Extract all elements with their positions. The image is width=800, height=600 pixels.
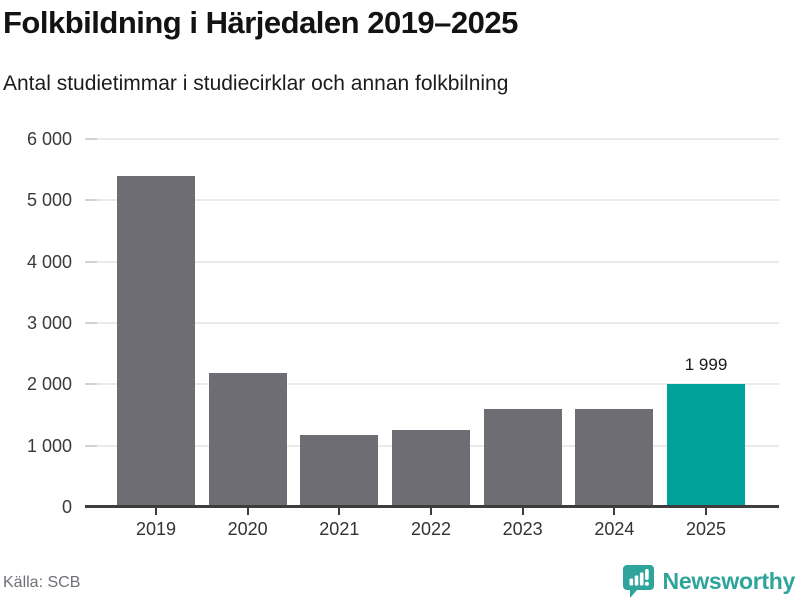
gridline-4000: [97, 260, 779, 263]
gridline-6000: [97, 138, 779, 140]
y-axis-tick-label: 6 000: [26, 129, 72, 149]
y-axis-tick-1000: [85, 444, 97, 447]
data-label-2025: 1 999: [684, 355, 728, 375]
y-axis-tick-3000: [85, 322, 97, 324]
newsworthy-logo[interactable]: Newsworthy: [622, 564, 795, 599]
newsworthy-speech-bubble-barchart-icon: [622, 564, 655, 599]
x-axis-tick-2021: [338, 507, 341, 515]
x-tick-label-2022: 2022: [410, 519, 452, 539]
bar-2024: [575, 408, 654, 507]
bar-2019: [117, 175, 195, 507]
newsworthy-wordmark: Newsworthy: [662, 568, 796, 594]
bar-2023: [483, 408, 562, 507]
gridline-3000: [97, 322, 779, 324]
y-axis-tick-label: 1 000: [26, 435, 72, 456]
bar-2022: [392, 429, 470, 507]
chart-subtitle: Antal studietimmar i studiecirklar och a…: [3, 72, 509, 95]
x-axis-tick-2019: [155, 507, 157, 515]
x-tick-label-2024: 2024: [594, 519, 635, 539]
x-axis-tick-2023: [521, 507, 524, 515]
y-axis-tick-4000: [85, 260, 97, 263]
x-tick-label-2020: 2020: [227, 519, 268, 539]
bar-2025: [667, 384, 746, 507]
source-label: Källa: SCB: [3, 574, 81, 591]
bar-2020: [208, 372, 287, 507]
y-axis-tick-label: 5 000: [26, 190, 72, 211]
y-axis-tick-label: 4 000: [26, 251, 72, 272]
x-tick-label-2023: 2023: [502, 519, 543, 539]
y-axis-tick-label: 3 000: [26, 313, 72, 333]
x-axis-tick-2024: [613, 507, 616, 515]
x-axis-tick-2025: [705, 507, 708, 515]
gridline-5000: [97, 199, 779, 202]
bar-2021: [300, 435, 379, 507]
x-axis-tick-2020: [246, 507, 249, 515]
x-axis-tick-2022: [430, 507, 432, 515]
gridline-2000: [97, 383, 779, 386]
y-axis-tick-5000: [85, 199, 97, 202]
y-axis-tick-label: 0: [61, 497, 72, 517]
x-axis-line: [85, 505, 779, 508]
y-axis-tick-6000: [85, 138, 97, 140]
page-title: Folkbildning i Härjedalen 2019–2025: [3, 5, 518, 40]
y-axis-tick-label: 2 000: [26, 374, 72, 395]
y-axis-tick-2000: [85, 383, 97, 386]
x-tick-label-2025: 2025: [685, 519, 727, 539]
x-tick-label-2021: 2021: [319, 519, 360, 539]
x-tick-label-2019: 2019: [135, 519, 177, 539]
